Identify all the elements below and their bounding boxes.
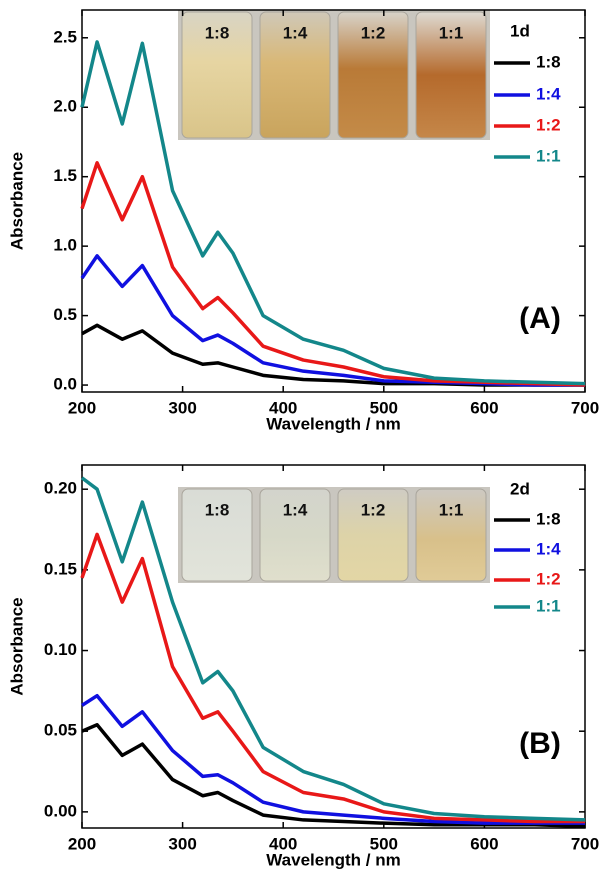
y-axis-label: Absorbance	[7, 152, 26, 250]
y-tick-label: 0.10	[44, 640, 77, 659]
x-tick-label: 700	[571, 398, 599, 417]
vial	[259, 488, 331, 582]
y-tick-label: 1.5	[53, 166, 77, 185]
vial	[181, 11, 253, 139]
x-tick-label: 300	[168, 834, 196, 853]
x-tick-label: 200	[68, 834, 96, 853]
legend-label: 1:1	[536, 146, 561, 165]
vial	[415, 488, 487, 582]
panel-label: (A)	[519, 302, 561, 335]
x-tick-label: 300	[168, 398, 196, 417]
y-tick-label: 1.0	[53, 236, 77, 255]
plot-frame	[81, 9, 586, 393]
legend-label: 1:2	[536, 115, 561, 134]
y-tick-label: 0.5	[53, 305, 77, 324]
legend-label: 1:1	[536, 596, 561, 615]
y-tick-label: 0.0	[53, 375, 77, 394]
series-line	[80, 40, 586, 386]
vial-label: 1:2	[361, 500, 386, 519]
x-tick-label: 500	[370, 398, 398, 417]
y-axis-label: Absorbance	[7, 597, 26, 695]
series-line	[80, 161, 586, 387]
x-tick-label: 200	[68, 398, 96, 417]
x-axis-label: Wavelength / nm	[266, 850, 400, 869]
vial	[415, 11, 487, 139]
vial	[181, 488, 253, 582]
legend-label: 1:4	[536, 539, 561, 558]
vial-label: 1:1	[439, 500, 464, 519]
y-tick-label: 0.05	[44, 721, 77, 740]
x-tick-label: 600	[470, 398, 498, 417]
vial-label: 1:8	[205, 500, 230, 519]
y-tick-label: 0.15	[44, 559, 77, 578]
vial	[337, 488, 409, 582]
legend-title: 1d	[510, 21, 530, 40]
vial-label: 1:1	[439, 23, 464, 42]
x-tick-label: 400	[269, 834, 297, 853]
series-line	[81, 323, 585, 387]
legend-label: 1:4	[536, 84, 561, 103]
vial-label: 1:4	[283, 23, 308, 42]
y-tick-label: 0.20	[44, 479, 77, 498]
vial-label: 1:4	[283, 500, 308, 519]
x-axis-label: Wavelength / nm	[266, 414, 400, 433]
y-tick-label: 2.0	[53, 97, 77, 116]
legend-label: 1:2	[536, 569, 561, 588]
series-line	[80, 476, 586, 822]
x-tick-label: 600	[470, 834, 498, 853]
vial-label: 1:2	[361, 23, 386, 42]
vial	[259, 11, 331, 139]
panel-label: (B)	[519, 727, 561, 760]
x-tick-label: 400	[269, 398, 297, 417]
vial	[337, 11, 409, 139]
series-line	[81, 693, 585, 825]
vial-label: 1:8	[205, 23, 230, 42]
legend-label: 1:8	[536, 509, 561, 528]
x-tick-label: 700	[571, 834, 599, 853]
series-line	[80, 532, 585, 824]
series-line	[81, 723, 586, 829]
y-tick-label: 2.5	[53, 27, 77, 46]
legend-title: 2d	[510, 479, 530, 498]
plot-frame	[81, 464, 586, 829]
y-tick-label: 0.00	[44, 801, 77, 820]
x-tick-label: 500	[370, 834, 398, 853]
legend-label: 1:8	[536, 52, 561, 71]
